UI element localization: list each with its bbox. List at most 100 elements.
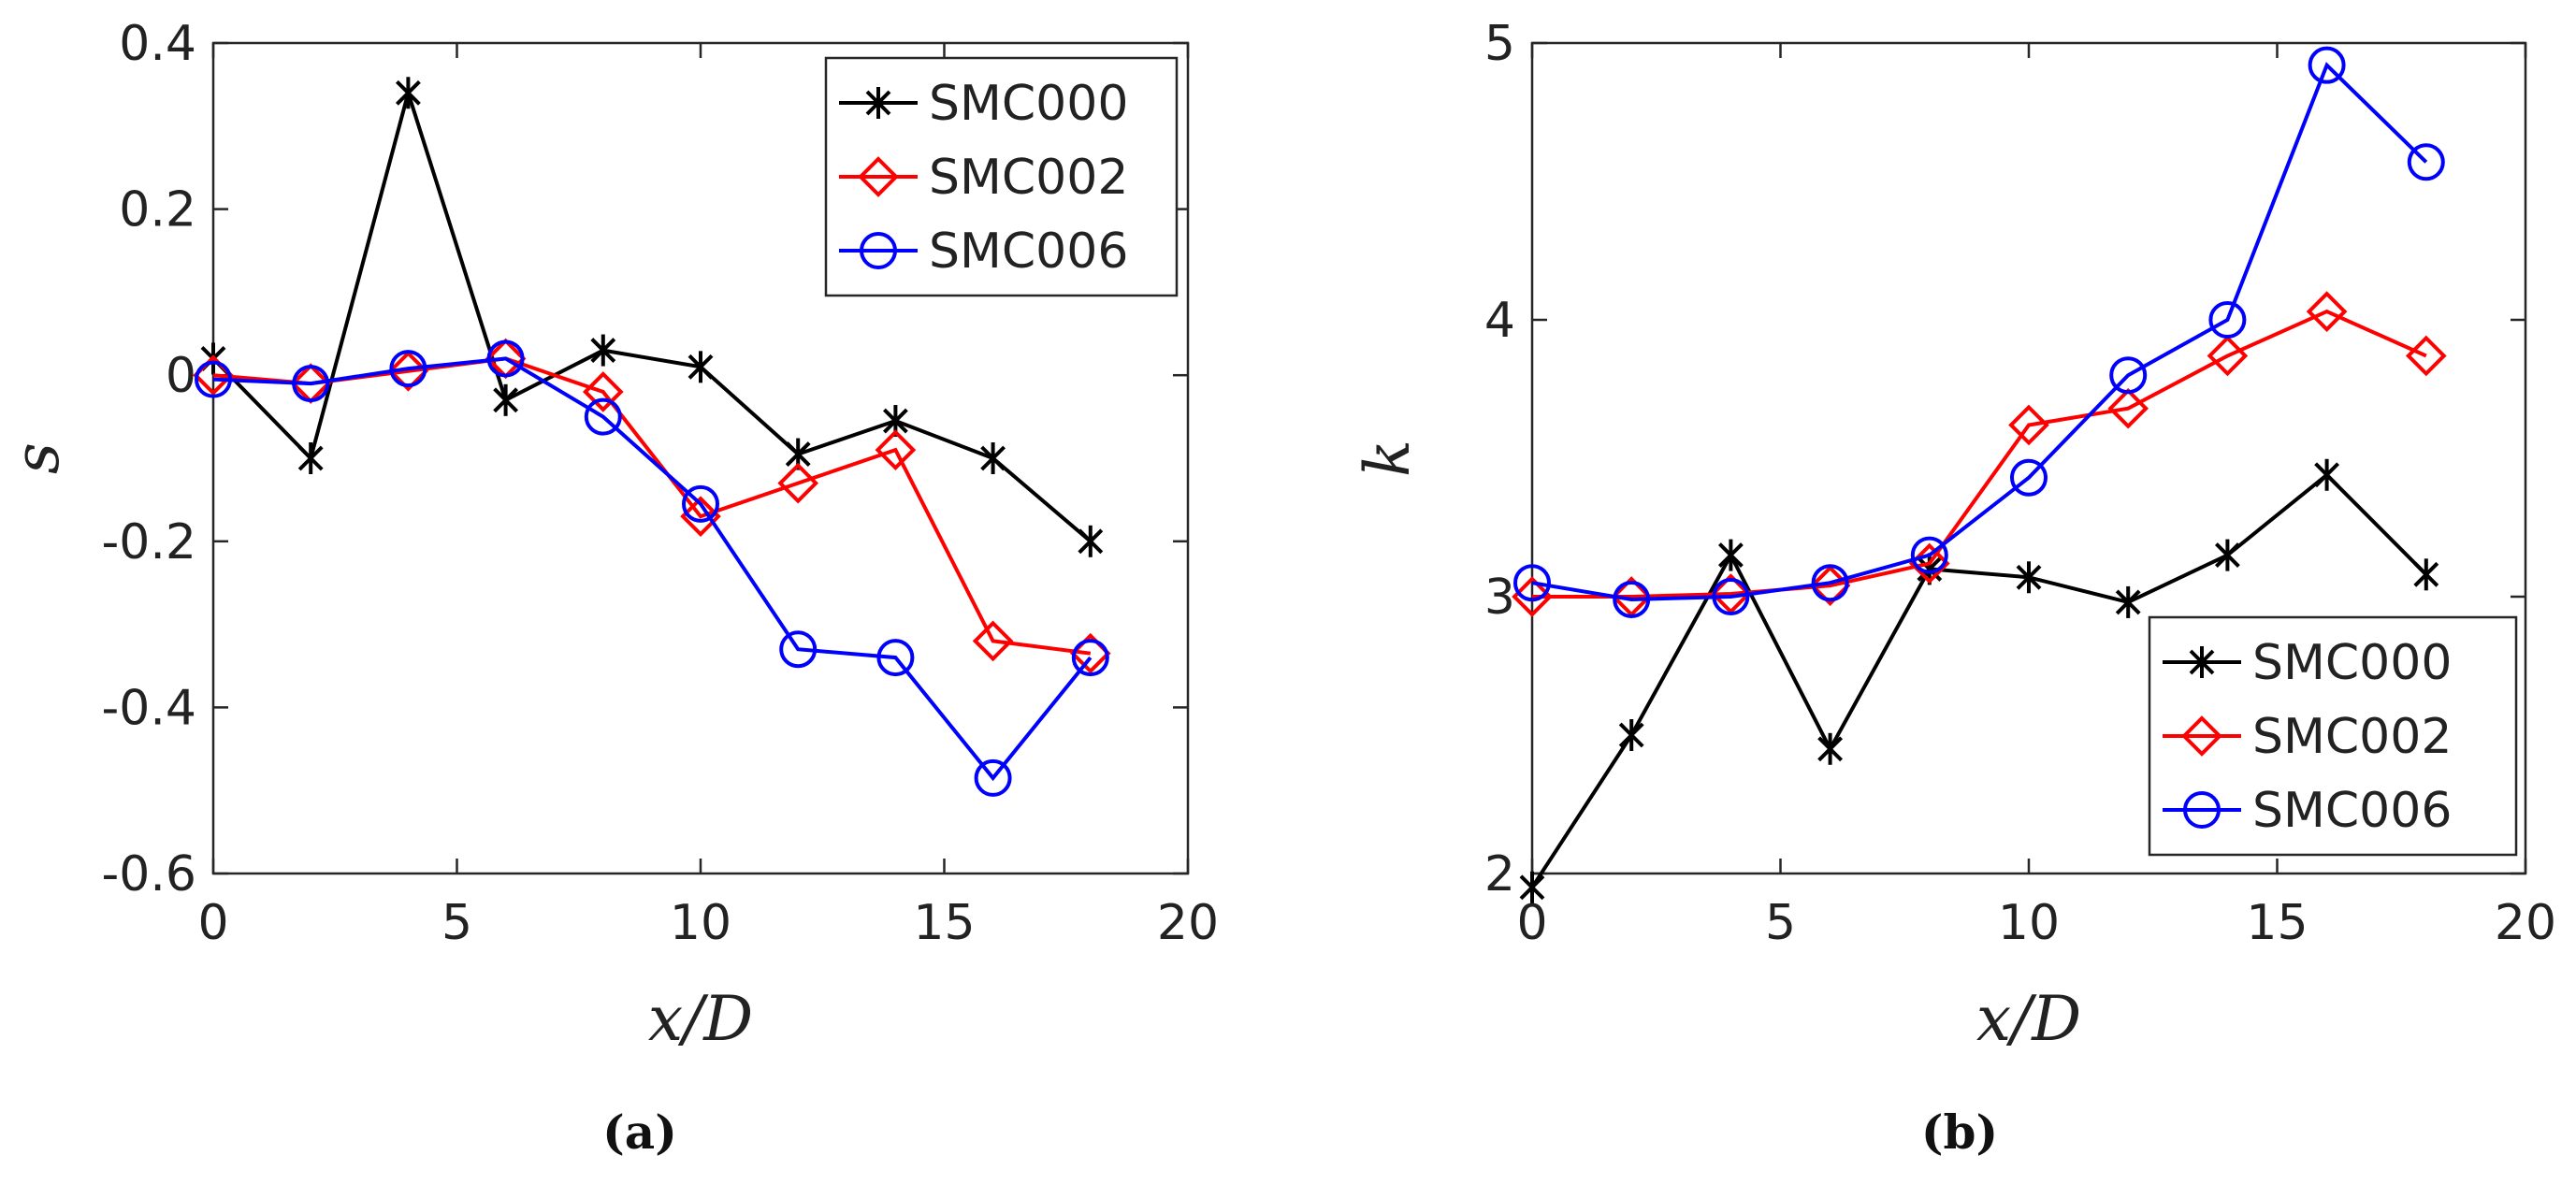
panel-b-legend-entry-smc002-label: SMC002 [2252,709,2452,765]
panel-b-series-smc002-point [2207,335,2249,377]
panel-b-series-smc000-point [1519,871,1545,903]
panel-a-xtick-label: 5 [441,895,472,951]
panel-a-series-smc000-point [590,334,616,367]
panel-a-series-smc006-point [682,484,719,523]
panel-b-series-smc006-point [1811,564,1849,602]
panel-a-legend-entry-smc006-label: SMC006 [929,224,1128,280]
panel-a-series-smc006-point [292,365,330,403]
panel-a-series-smc002-point [680,496,721,537]
panel-b-legend-entry-smc000-marker [2189,646,2215,678]
panel-b-series-smc006-point [2208,301,2247,339]
panel-b-series-smc002-point [2306,291,2348,332]
panel-b-legend: SMC000 SMC002 SMC006 [2148,615,2518,857]
panel-a-legend-entry-smc002-marker [858,156,899,197]
panel-a-ylabel: s [1,442,73,474]
panel-a-legend-entry-smc000-label: SMC000 [929,76,1128,132]
panel-b-ytick-label: 2 [1484,846,1515,902]
panel-b-series-smc006-point [2109,356,2148,395]
panel-b-ytick-label: 5 [1484,16,1515,72]
panel-a-series-smc006-point [584,397,622,436]
panel-b-series-smc006-point [1910,536,1948,574]
panel-a: 0 5 10 15 20 -0.6 -0.4 -0.2 0 0.2 0.4 x/D s (a) SM… [1,16,1219,1160]
panel-a-series-smc006-point [974,758,1012,797]
panel-a-ticks: 0 5 10 15 20 -0.6 -0.4 -0.2 0 0.2 0.4 [102,16,1220,951]
panel-a-series-smc000-point [1078,525,1104,557]
panel-b-series-smc006-point [2308,46,2346,84]
panel-a-ytick-label: -0.4 [102,680,196,736]
panel-b-legend-entry-smc000-label: SMC000 [2252,635,2452,691]
panel-b-series-smc000-point [1717,539,1744,571]
panel-b-series-smc006-point [1613,580,1651,618]
panel-b-series-smc000-point [2413,558,2439,591]
panel-b-series-smc006-point [1513,564,1551,602]
panel-a-ytick-label: -0.2 [102,514,196,570]
panel-b-series-smc000-point [1817,732,1844,765]
panel-b-ytick-label: 4 [1484,293,1515,349]
panel-b-series-smc002-point [2107,387,2149,429]
panel-b-series-smc000-point [2214,539,2240,571]
panel-a-series-smc006-point [876,639,915,677]
panel-a-series-smc002-point [875,429,917,470]
panel-a-series-smc000-point [297,442,324,474]
panel-b-ticks: 0 5 10 15 20 2 3 4 5 [1484,16,2556,951]
panel-b-legend-entry-smc002-marker [2181,715,2222,757]
panel-a-caption: (a) [602,1105,677,1160]
panel-b-series-smc002-line [1532,309,2427,599]
panel-b-series-smc006-point [1712,578,1750,615]
panel-a-series-smc006-point [1071,639,1109,677]
panel-b-series-smc000-point [2314,458,2340,491]
panel-b-series-smc006-point [2010,458,2048,497]
panel-a-series-smc000-point [493,383,519,416]
panel-b-series [1512,46,2447,903]
panel-a-legend: SMC000 SMC002 SMC006 [824,56,1179,297]
panel-b-caption: (b) [1921,1105,1998,1160]
panel-b-xtick-label: 10 [1998,895,2060,951]
panel-b-series-smc002-point [2008,404,2049,446]
panel-a-series-smc006-point [486,339,525,378]
panel-a-xtick-label: 20 [1157,895,1219,951]
panel-a-series-smc000-point [980,442,1006,474]
panel-a-series-smc002-point [387,350,429,392]
panel-a-legend-entry-smc006-marker [860,232,897,269]
panel-a-series-smc006-point [389,350,427,388]
panel-b-series-smc000-point [2016,561,2042,594]
panel-a-xtick-label: 15 [913,895,975,951]
panel-b-xtick-label: 0 [1516,895,1547,951]
panel-a-xlabel: x/D [648,983,753,1055]
panel-b-xtick-label: 20 [2495,895,2556,951]
panel-a-series-smc006-point [779,630,818,669]
panel-b-xtick-label: 5 [1765,895,1796,951]
panel-a-legend-entry-smc002-label: SMC002 [929,150,1128,206]
panel-b-xlabel: x/D [1976,983,2081,1055]
panel-a-series [193,77,1111,797]
panel-a-series-smc002-point [582,371,624,412]
panel-b-xtick-label: 15 [2246,895,2308,951]
panel-a-series-smc000-line [211,86,1093,543]
panel-b-series-smc002-point [2405,335,2447,377]
panel-a-series-smc006-point [195,360,232,398]
panel-b-series-smc006-point [2407,143,2445,181]
panel-b-series-smc000-line [1530,472,2428,888]
panel-a-series-smc002-point [972,620,1014,662]
panel-b-ytick-label: 3 [1484,570,1515,626]
panel-a-series-smc000-point [395,77,421,109]
panel-a-ytick-label: 0.4 [119,16,196,72]
panel-a-xtick-label: 0 [197,895,228,951]
panel-a-ytick-label: -0.6 [102,846,196,902]
panel-a-ytick-label: 0.2 [119,182,196,238]
panel-a-series-smc002-point [777,462,819,504]
panel-b-series-smc000-point [2115,585,2141,618]
panel-b-series-smc000-point [1618,719,1644,751]
panel-a-ytick-label: 0 [166,348,196,404]
panel-b-legend-entry-smc006-marker [2183,791,2221,829]
panel-a-series-smc000-point [687,351,714,383]
panel-b-ylabel: k [1352,440,1424,477]
panel-b-legend-entry-smc006-label: SMC006 [2252,783,2452,839]
panel-a-legend-entry-smc000-marker [865,87,891,119]
panel-b-series-smc002-point [1512,576,1553,617]
panel-b-series-smc006-line [1531,62,2428,602]
panel-a-series-smc006-line [212,356,1093,782]
panel-a-xtick-label: 10 [670,895,731,951]
